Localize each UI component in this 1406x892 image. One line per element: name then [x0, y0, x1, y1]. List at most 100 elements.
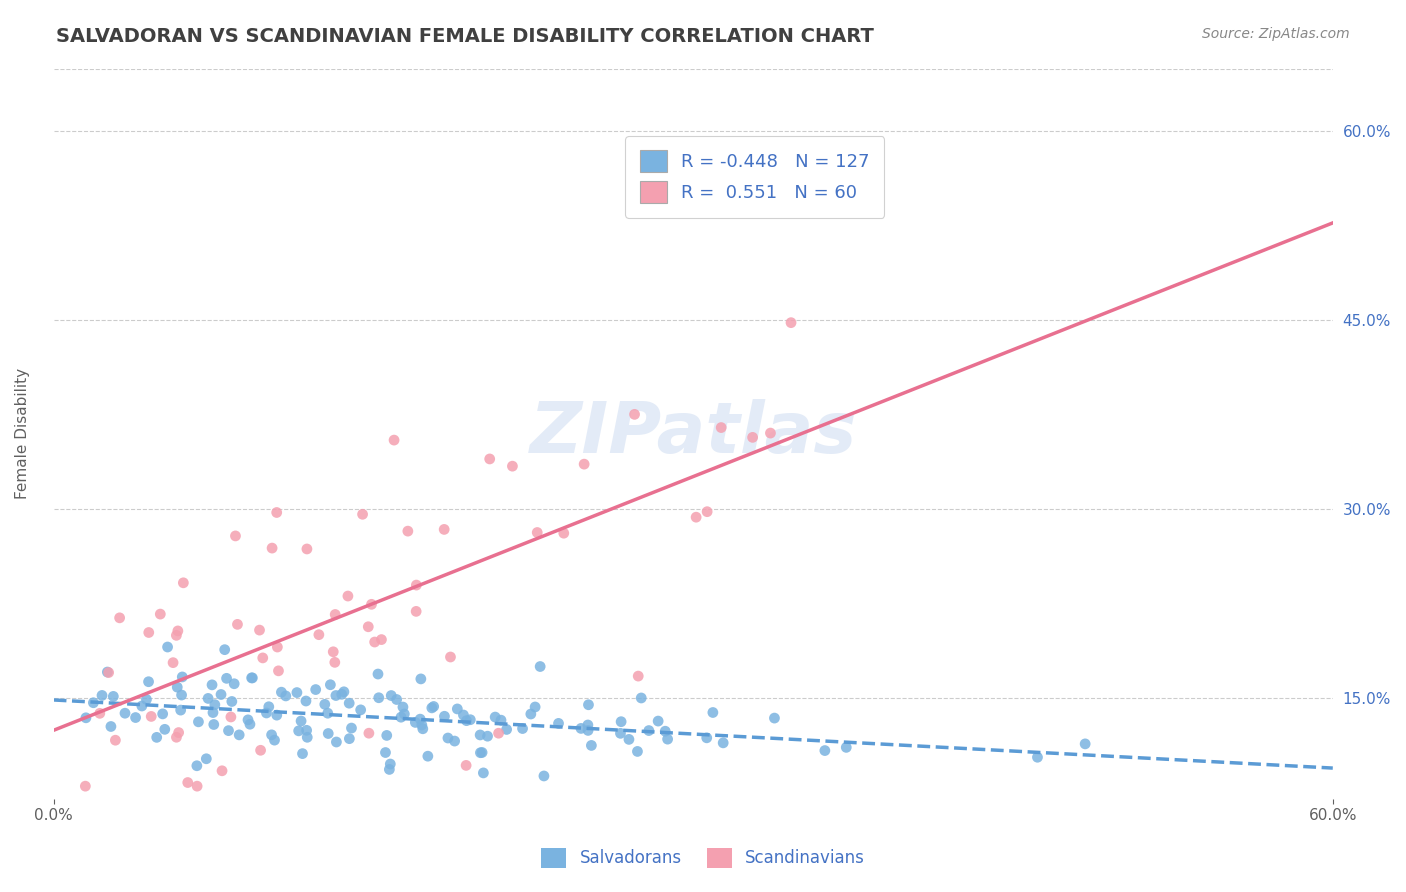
Point: [145, 731, 167, 745]
Point: [103, 690, 125, 704]
Point: [437, 731, 460, 745]
Point: [195, 752, 218, 766]
Point: [1074, 737, 1097, 751]
Point: [478, 452, 501, 467]
Point: [389, 710, 412, 724]
Point: [75, 711, 97, 725]
Point: [149, 607, 172, 621]
Point: [135, 692, 157, 706]
Point: [165, 628, 187, 642]
Point: [471, 746, 494, 760]
Point: [524, 700, 547, 714]
Point: [131, 698, 153, 713]
Point: [319, 678, 342, 692]
Point: [186, 758, 208, 772]
Point: [780, 316, 803, 330]
Point: [325, 735, 347, 749]
Point: [219, 710, 242, 724]
Legend: Salvadorans, Scandinavians: Salvadorans, Scandinavians: [534, 841, 872, 875]
Point: [470, 746, 492, 760]
Point: [360, 597, 382, 611]
Point: [305, 682, 328, 697]
Point: [495, 723, 517, 737]
Point: [91, 689, 114, 703]
Point: [374, 746, 396, 760]
Point: [422, 699, 444, 714]
Point: [226, 617, 249, 632]
Point: [89, 706, 111, 721]
Point: [412, 722, 434, 736]
Point: [572, 457, 595, 471]
Point: [314, 698, 336, 712]
Point: [224, 677, 246, 691]
Point: [209, 688, 232, 702]
Point: [333, 685, 356, 699]
Point: [433, 709, 456, 723]
Point: [375, 728, 398, 742]
Point: [214, 642, 236, 657]
Point: [370, 632, 392, 647]
Point: [152, 706, 174, 721]
Point: [420, 701, 443, 715]
Point: [260, 728, 283, 742]
Point: [172, 575, 194, 590]
Point: [578, 698, 600, 712]
Point: [266, 708, 288, 723]
Point: [228, 728, 250, 742]
Point: [96, 665, 118, 679]
Point: [97, 665, 120, 680]
Point: [187, 714, 209, 729]
Point: [446, 702, 468, 716]
Legend: R = -0.448   N = 127, R =  0.551   N = 60: R = -0.448 N = 127, R = 0.551 N = 60: [626, 136, 884, 218]
Point: [367, 690, 389, 705]
Point: [456, 714, 478, 728]
Point: [835, 740, 858, 755]
Point: [104, 733, 127, 747]
Point: [637, 723, 659, 738]
Point: [396, 524, 419, 538]
Point: [710, 420, 733, 434]
Point: [657, 732, 679, 747]
Point: [378, 763, 401, 777]
Point: [316, 726, 339, 740]
Point: [297, 731, 319, 745]
Text: SALVADORAN VS SCANDINAVIAN FEMALE DISABILITY CORRELATION CHART: SALVADORAN VS SCANDINAVIAN FEMALE DISABI…: [56, 27, 875, 45]
Point: [202, 717, 225, 731]
Point: [357, 726, 380, 740]
Point: [433, 523, 456, 537]
Point: [759, 426, 782, 441]
Point: [270, 685, 292, 699]
Point: [468, 728, 491, 742]
Point: [201, 706, 224, 720]
Point: [617, 732, 640, 747]
Point: [323, 656, 346, 670]
Point: [501, 459, 523, 474]
Text: Source: ZipAtlas.com: Source: ZipAtlas.com: [1202, 27, 1350, 41]
Point: [337, 696, 360, 710]
Point: [211, 764, 233, 778]
Point: [295, 723, 318, 738]
Point: [385, 692, 408, 706]
Point: [477, 729, 499, 743]
Point: [460, 713, 482, 727]
Point: [520, 706, 543, 721]
Point: [392, 700, 415, 714]
Point: [814, 743, 837, 757]
Point: [405, 578, 427, 592]
Point: [308, 628, 330, 642]
Point: [316, 706, 339, 721]
Point: [529, 659, 551, 673]
Point: [262, 541, 284, 555]
Point: [274, 689, 297, 703]
Point: [553, 526, 575, 541]
Point: [337, 731, 360, 746]
Point: [363, 635, 385, 649]
Point: [1026, 750, 1049, 764]
Point: [647, 714, 669, 728]
Point: [609, 726, 631, 740]
Point: [167, 624, 190, 638]
Point: [108, 611, 131, 625]
Point: [711, 736, 734, 750]
Point: [166, 680, 188, 694]
Point: [380, 757, 402, 772]
